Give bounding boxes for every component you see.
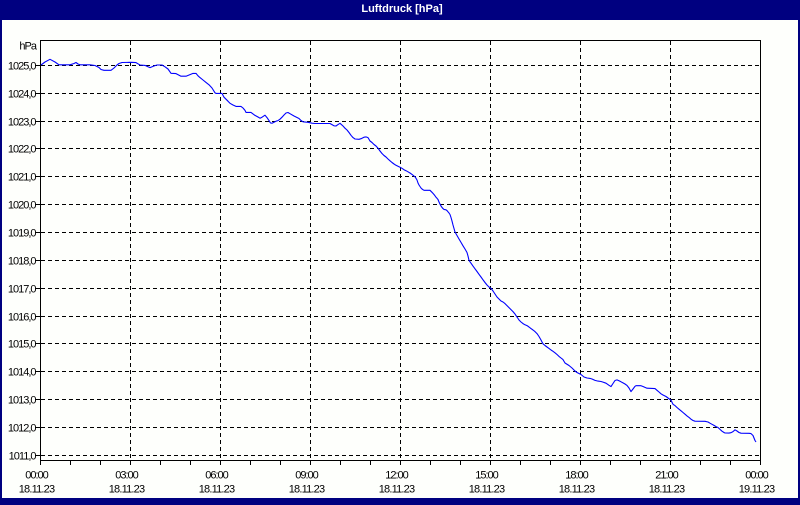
svg-text:18.11.23: 18.11.23 bbox=[289, 484, 325, 496]
svg-text:15:00: 15:00 bbox=[475, 469, 498, 481]
svg-text:06:00: 06:00 bbox=[205, 469, 228, 481]
svg-text:1019,0: 1019,0 bbox=[8, 228, 37, 240]
svg-text:1016,0: 1016,0 bbox=[8, 312, 37, 324]
svg-text:1021,0: 1021,0 bbox=[8, 172, 37, 184]
svg-text:1012,0: 1012,0 bbox=[8, 423, 37, 435]
svg-text:1013,0: 1013,0 bbox=[8, 395, 37, 407]
svg-text:1025,0: 1025,0 bbox=[8, 61, 37, 73]
svg-text:1017,0: 1017,0 bbox=[8, 284, 37, 296]
svg-text:18.11.23: 18.11.23 bbox=[379, 484, 415, 496]
svg-text:12:00: 12:00 bbox=[385, 469, 408, 481]
svg-text:1015,0: 1015,0 bbox=[8, 339, 37, 351]
svg-text:1024,0: 1024,0 bbox=[8, 89, 37, 101]
svg-text:1018,0: 1018,0 bbox=[8, 256, 37, 268]
svg-text:18.11.23: 18.11.23 bbox=[469, 484, 505, 496]
svg-text:18.11.23: 18.11.23 bbox=[199, 484, 235, 496]
svg-text:00:00: 00:00 bbox=[25, 469, 48, 481]
svg-text:03:00: 03:00 bbox=[115, 469, 138, 481]
svg-text:1020,0: 1020,0 bbox=[8, 200, 37, 212]
svg-text:1023,0: 1023,0 bbox=[8, 117, 37, 129]
svg-text:00:00: 00:00 bbox=[745, 469, 768, 481]
svg-text:21:00: 21:00 bbox=[655, 469, 678, 481]
svg-text:18:00: 18:00 bbox=[565, 469, 588, 481]
svg-text:1011,0: 1011,0 bbox=[9, 451, 37, 463]
svg-text:09:00: 09:00 bbox=[295, 469, 318, 481]
svg-text:18.11.23: 18.11.23 bbox=[559, 484, 595, 496]
svg-text:1014,0: 1014,0 bbox=[8, 367, 37, 379]
svg-text:18.11.23: 18.11.23 bbox=[19, 484, 55, 496]
svg-text:1022,0: 1022,0 bbox=[8, 144, 37, 156]
svg-text:18.11.23: 18.11.23 bbox=[649, 484, 685, 496]
svg-text:18.11.23: 18.11.23 bbox=[109, 484, 145, 496]
svg-text:hPa: hPa bbox=[19, 41, 37, 53]
svg-text:19.11.23: 19.11.23 bbox=[739, 484, 775, 496]
